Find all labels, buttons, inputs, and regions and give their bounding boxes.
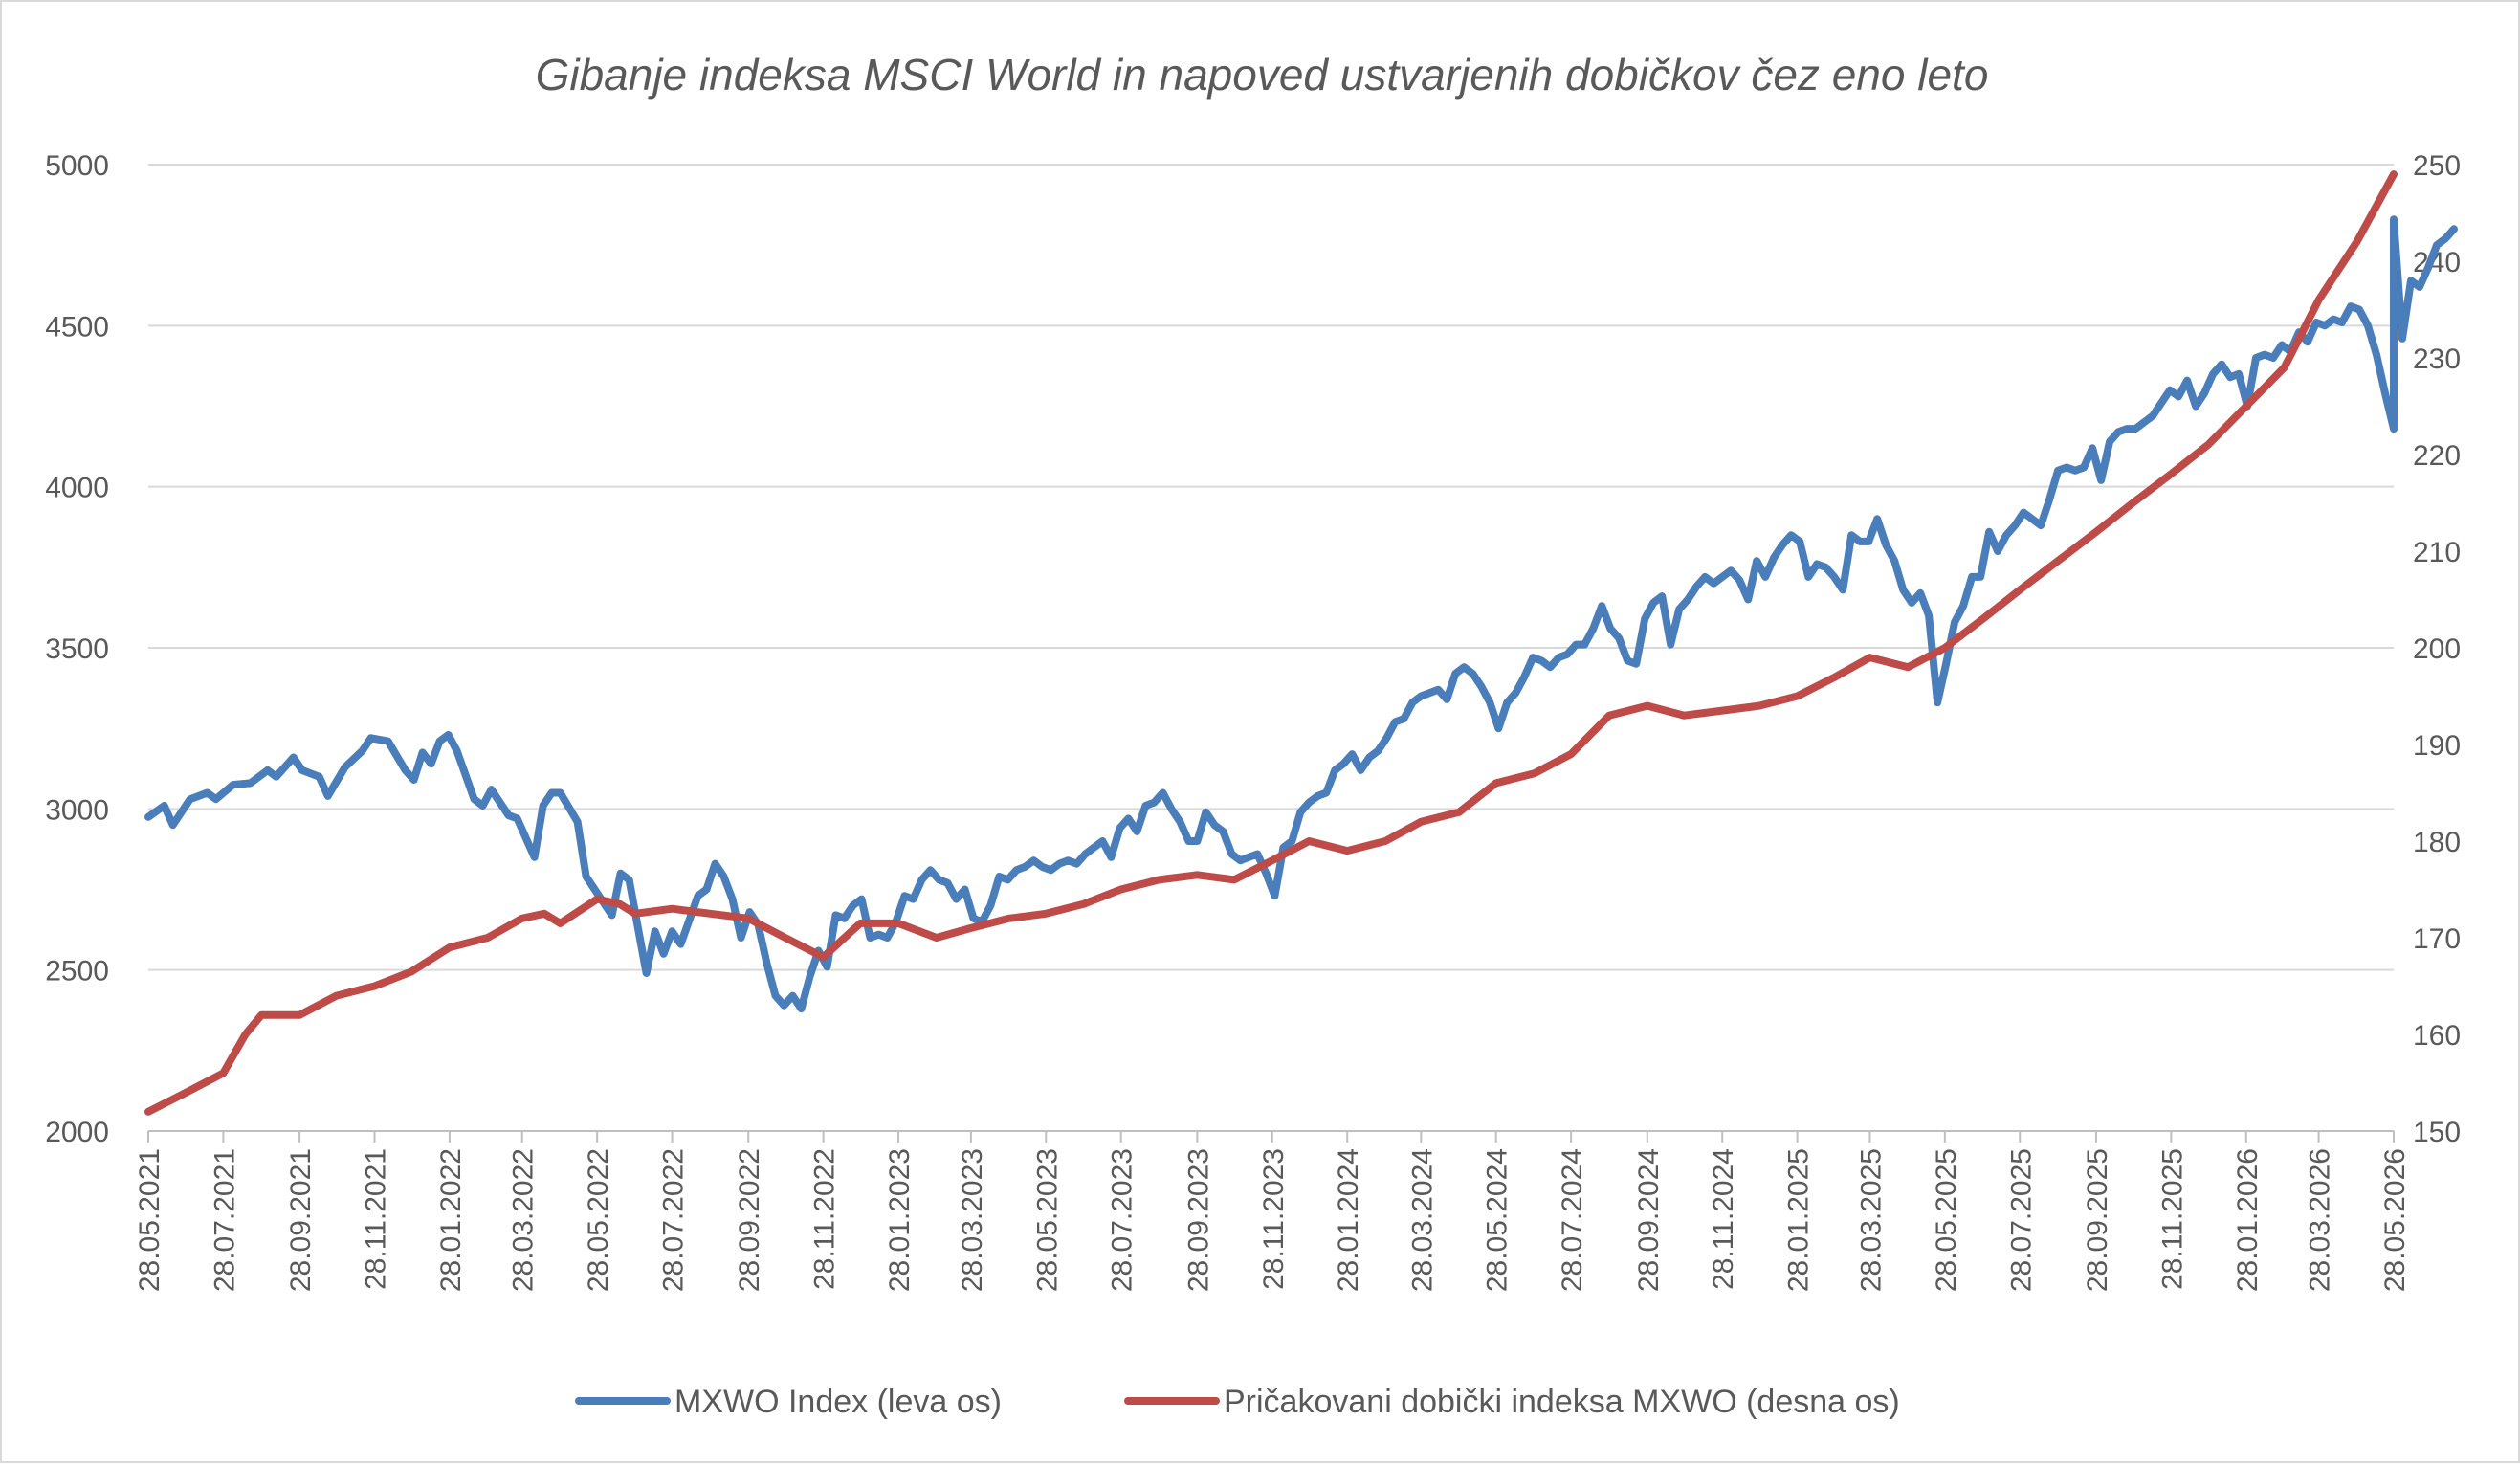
x-tick-label: 28.11.2022 [809, 1148, 841, 1290]
legend-label-earnings: Pričakovani dobički indeksa MXWO (desna … [1224, 1384, 1900, 1420]
x-tick-label: 28.05.2021 [134, 1148, 166, 1292]
x-tick-label: 28.03.2023 [957, 1148, 988, 1292]
legend-label-mxwo: MXWO Index (leva os) [674, 1384, 1002, 1420]
left-axis-ticks: 2000 2500 3000 3500 4000 4500 5000 [45, 150, 109, 1148]
x-tick-label: 28.05.2022 [583, 1148, 614, 1292]
right-tick-label: 180 [2413, 827, 2461, 858]
x-tick-label: 28.03.2026 [2305, 1148, 2336, 1292]
series-lines [144, 170, 2458, 1116]
right-tick-label: 170 [2413, 923, 2461, 955]
x-tick-label: 28.01.2024 [1333, 1148, 1364, 1292]
x-tick-label: 28.09.2021 [285, 1148, 317, 1292]
x-tick-label: 28.11.2024 [1708, 1148, 1739, 1290]
x-tick-label: 28.05.2024 [1482, 1148, 1514, 1292]
right-tick-label: 190 [2413, 730, 2461, 762]
left-tick-label: 2000 [45, 1117, 109, 1148]
x-tick-label: 28.11.2025 [2156, 1148, 2188, 1290]
x-tick-label: 28.05.2026 [2379, 1148, 2411, 1292]
right-tick-label: 150 [2413, 1117, 2461, 1148]
gridlines [148, 164, 2394, 971]
x-tick-label: 28.09.2025 [2082, 1148, 2113, 1292]
left-tick-label: 2500 [45, 956, 109, 988]
x-tick-label: 28.01.2023 [884, 1148, 916, 1292]
x-axis-ticks: 28.05.2021 28.07.2021 28.09.2021 28.11.2021… [134, 1131, 2411, 1292]
legend: MXWO Index (leva os) Pričakovani dobički… [575, 1384, 1900, 1420]
x-tick-label: 28.09.2023 [1183, 1148, 1214, 1292]
left-tick-label: 3000 [45, 794, 109, 826]
x-tick-label: 28.07.2024 [1557, 1148, 1588, 1292]
left-tick-label: 5000 [45, 150, 109, 182]
x-tick-label: 28.03.2025 [1855, 1148, 1887, 1292]
left-tick-label: 3500 [45, 633, 109, 665]
x-tick-label: 28.09.2022 [734, 1148, 765, 1292]
x-tick-label: 28.07.2025 [2005, 1148, 2037, 1292]
x-tick-label: 28.03.2022 [508, 1148, 540, 1292]
x-tick-label: 28.05.2025 [1931, 1148, 1962, 1292]
x-tick-label: 28.11.2023 [1258, 1148, 1290, 1290]
x-tick-label: 28.01.2026 [2232, 1148, 2264, 1292]
left-tick-label: 4000 [45, 473, 109, 504]
left-tick-label: 4500 [45, 311, 109, 343]
x-tick-label: 28.07.2022 [658, 1148, 690, 1292]
chart-title: Gibanje indeksa MSCI World in napoved us… [536, 50, 1989, 100]
series-line-expected-earnings [144, 170, 2398, 1116]
right-tick-label: 160 [2413, 1020, 2461, 1052]
right-tick-label: 230 [2413, 344, 2461, 375]
x-tick-label: 28.07.2021 [209, 1148, 240, 1292]
x-tick-label: 28.01.2025 [1783, 1148, 1815, 1292]
x-tick-label: 28.05.2023 [1031, 1148, 1063, 1292]
x-tick-label: 28.09.2024 [1633, 1148, 1665, 1292]
right-tick-label: 200 [2413, 633, 2461, 665]
x-tick-label: 28.07.2023 [1107, 1148, 1138, 1292]
right-tick-label: 220 [2413, 440, 2461, 472]
x-tick-label: 28.11.2021 [360, 1148, 391, 1290]
series-line-mxwo-index [144, 215, 2458, 1013]
x-tick-label: 28.03.2024 [1406, 1148, 1438, 1292]
x-tick-label: 28.01.2022 [435, 1148, 467, 1292]
right-tick-label: 210 [2413, 537, 2461, 568]
right-tick-label: 250 [2413, 150, 2461, 182]
